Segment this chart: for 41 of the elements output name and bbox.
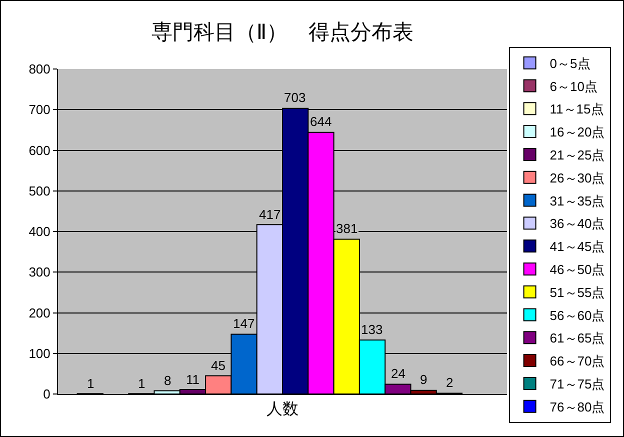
legend-label: 76～80点 <box>550 399 605 414</box>
legend-label: 71～75点 <box>550 376 605 392</box>
legend-label: 51～55点 <box>550 284 605 300</box>
legend-label: 56～60点 <box>550 308 605 323</box>
data-label: 147 <box>233 316 255 331</box>
data-label: 24 <box>391 366 406 381</box>
data-label: 417 <box>259 207 281 222</box>
y-tick-label: 300 <box>28 264 50 280</box>
data-label: 9 <box>420 372 428 387</box>
y-tick-label: 700 <box>28 102 50 118</box>
y-tick-label: 600 <box>28 142 50 158</box>
data-label: 1 <box>138 376 146 391</box>
legend-label: 46～50点 <box>550 262 605 278</box>
data-label: 703 <box>284 90 306 105</box>
data-label: 2 <box>446 375 454 390</box>
y-tick-label: 400 <box>28 224 50 240</box>
data-label: 1 <box>87 376 94 391</box>
legend-label: 61～65点 <box>550 330 605 346</box>
legend-label: 26～30点 <box>550 170 605 186</box>
data-label: 133 <box>361 322 383 337</box>
data-label: 8 <box>164 373 172 388</box>
data-label: 45 <box>211 358 226 373</box>
legend-label: 6～10点 <box>550 78 598 94</box>
legend-label: 21～25点 <box>550 148 605 163</box>
data-label: 11 <box>186 372 200 387</box>
legend-label: 11～15点 <box>550 102 604 117</box>
legend-label: 41～45点 <box>550 239 605 254</box>
y-tick-label: 800 <box>28 62 50 77</box>
legend-label: 0～5点 <box>550 56 590 71</box>
data-label: 381 <box>336 221 358 236</box>
y-tick-label: 100 <box>28 346 50 361</box>
x-tick-label: 人数 <box>266 401 298 418</box>
legend-label: 16～20点 <box>550 124 605 140</box>
legend-label: 36～40点 <box>550 216 605 232</box>
y-tick-label: 200 <box>28 305 50 320</box>
legend-label: 31～35点 <box>550 193 605 208</box>
data-label: 644 <box>310 114 332 129</box>
y-tick-label: 0 <box>43 386 50 402</box>
legend-label: 66～70点 <box>550 354 605 369</box>
y-tick-label: 500 <box>28 183 50 198</box>
chart-title: 専門科目（Ⅱ） 得点分布表 <box>151 20 414 44</box>
